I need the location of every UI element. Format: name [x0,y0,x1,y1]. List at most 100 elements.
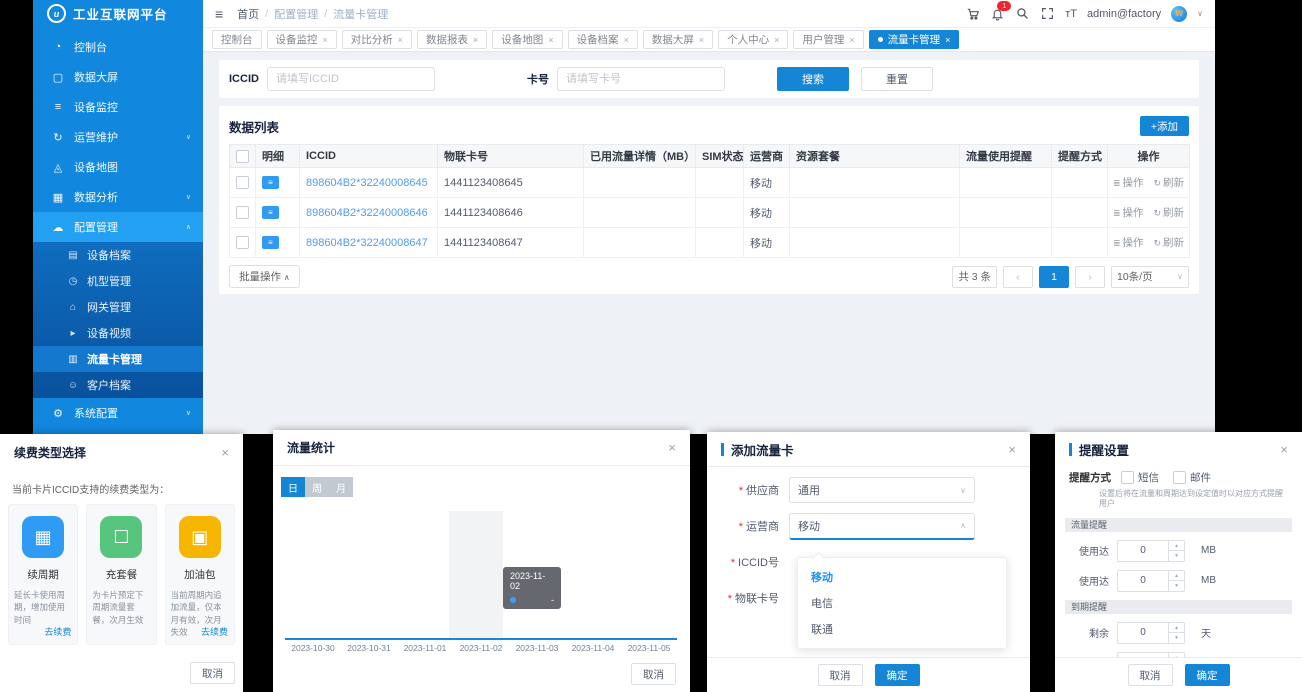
refresh-button[interactable]: ↻ 刷新 [1153,207,1185,219]
detail-card-icon[interactable]: ≡ [262,206,279,219]
iccid-link[interactable]: 898604B2*32240008647 [306,236,428,249]
next-page-button[interactable]: › [1075,265,1105,288]
detail-card-icon[interactable]: ≡ [262,176,279,189]
iccid-input[interactable] [266,67,435,91]
close-icon[interactable]: × [774,34,780,45]
dropdown-option-telecom[interactable]: 电信 [811,598,833,610]
period-month-button[interactable]: 月 [329,477,353,497]
bell-icon[interactable]: 1 [990,1,1012,21]
operate-button[interactable]: ≣ 操作 [1112,207,1144,219]
cart-icon[interactable] [965,6,980,21]
threshold-input[interactable] [1118,622,1168,643]
sidebar-item-customer-archive[interactable]: ☺ 客户档案 [33,372,203,398]
sidebar-item-data-analysis[interactable]: ▦ 数据分析 ∨ [33,182,203,212]
renewal-card-package[interactable]: ☐ 充套餐 为卡片预定下周期流量套餐，次月生效 [86,504,157,645]
sms-checkbox[interactable]: 短信 [1121,470,1159,485]
go-renew-link[interactable]: 去续费 [200,627,228,637]
renewal-card-booster[interactable]: ▣ 加油包 当前周期内追加流量，仅本月有效，次月失效 去续费 [164,504,235,645]
avatar[interactable]: W [1171,5,1188,22]
page-size-select[interactable]: 10条/页 ∨ [1111,265,1189,288]
email-checkbox[interactable]: 邮件 [1173,470,1211,485]
refresh-button[interactable]: ↻ 刷新 [1153,177,1185,189]
reset-button[interactable]: 重置 [860,67,933,91]
refresh-button[interactable]: ↻ 刷新 [1153,237,1185,249]
close-icon[interactable]: × [849,34,855,45]
tab-data-screen[interactable]: 数据大屏 × [642,30,714,49]
row-checkbox[interactable] [236,206,249,219]
period-week-button[interactable]: 周 [305,477,329,497]
add-button[interactable]: +添加 [1139,116,1189,136]
step-down-icon[interactable]: ▾ [1175,583,1178,590]
card-no-input[interactable] [556,67,725,91]
breadcrumb-level2[interactable]: 流量卡管理 [333,8,389,21]
threshold-input[interactable] [1118,540,1168,561]
cancel-button[interactable]: 取消 [817,664,863,686]
row-checkbox[interactable] [236,236,249,249]
dropdown-option-unicom[interactable]: 联通 [811,624,833,636]
close-icon[interactable]: × [473,34,479,45]
step-down-icon[interactable]: ▾ [1175,635,1178,642]
sidebar-item-device-monitor[interactable]: ≡ 设备监控 [33,92,203,122]
page-number[interactable]: 1 [1039,265,1069,288]
tab-compare-analysis[interactable]: 对比分析 × [341,30,413,49]
tab-device-archive[interactable]: 设备档案 × [567,30,638,49]
row-checkbox[interactable] [236,176,249,189]
close-icon[interactable]: × [397,34,404,45]
tab-device-monitor[interactable]: 设备监控 × [266,30,337,49]
supplier-select[interactable]: 通用 ∨ [789,477,975,503]
confirm-button[interactable]: 确定 [874,664,920,686]
close-icon[interactable]: × [698,34,705,45]
close-icon[interactable]: × [1008,441,1016,457]
step-up-icon[interactable]: ▴ [1169,571,1184,582]
close-icon[interactable]: × [623,34,629,45]
sidebar-item-device-archive[interactable]: ▤ 设备档案 [33,242,203,268]
tab-user-management[interactable]: 用户管理 × [793,30,864,49]
sidebar-item-operation-maintenance[interactable]: ↻ 运营维护 ∨ [33,122,203,152]
breadcrumb-home[interactable]: 首页 [237,8,260,21]
carrier-select[interactable]: 移动 ∧ [789,512,975,540]
sidebar-item-system-config[interactable]: ⚙ 系统配置 ∨ [33,398,203,428]
cancel-button[interactable]: 取消 [190,662,235,684]
cancel-button[interactable]: 取消 [631,663,676,685]
sidebar-item-device-map[interactable]: ◬ 设备地图 [33,152,203,182]
cancel-button[interactable]: 取消 [1127,664,1173,686]
step-up-icon[interactable]: ▴ [1169,541,1184,552]
tab-device-map[interactable]: 设备地图 × [492,30,563,49]
threshold-input[interactable] [1118,570,1168,591]
sidebar-item-data-screen[interactable]: ▢ 数据大屏 [33,62,203,92]
close-icon[interactable]: × [668,440,676,455]
renewal-card-cycle[interactable]: ▦ 续周期 延长卡使用周期，增加使用时间 去续费 [8,504,79,645]
sidebar-item-gateway-management[interactable]: ⌂ 网关管理 [33,294,203,320]
search-icon[interactable] [1015,6,1030,21]
select-all-checkbox[interactable] [236,149,249,163]
prev-page-button[interactable]: ‹ [1003,265,1033,288]
days-left-stepper[interactable]: ▴▾ [1117,621,1185,644]
sidebar-item-sim-card-management[interactable]: ▥ 流量卡管理 [33,346,203,372]
user-caret-down-icon[interactable]: ∨ [1197,9,1203,18]
sidebar-item-model-management[interactable]: ◷ 机型管理 [33,268,203,294]
close-icon[interactable]: × [1280,441,1288,457]
fullscreen-icon[interactable] [1040,6,1055,21]
sidebar-item-config-management[interactable]: ☁ 配置管理 ∧ [33,212,203,242]
search-button[interactable]: 搜索 [776,67,849,91]
breadcrumb-level1[interactable]: 配置管理 [274,8,319,21]
iccid-link[interactable]: 898604B2*32240008645 [306,176,428,189]
go-renew-link[interactable]: 去续费 [44,627,72,637]
close-icon[interactable]: × [945,34,951,45]
iccid-link[interactable]: 898604B2*32240008646 [306,206,428,219]
batch-operation-button[interactable]: 批量操作 ∧ [229,265,300,288]
operate-button[interactable]: ≣ 操作 [1112,237,1144,249]
close-icon[interactable]: × [548,34,554,45]
detail-card-icon[interactable]: ≡ [262,236,279,249]
tab-personal-center[interactable]: 个人中心 × [718,30,789,49]
font-size-icon[interactable]: тT [1065,7,1077,20]
confirm-button[interactable]: 确定 [1184,664,1230,686]
tab-sim-card-management[interactable]: 流量卡管理 × [868,30,960,49]
close-icon[interactable]: × [322,34,328,45]
dropdown-option-mobile[interactable]: 移动 [811,572,833,584]
step-down-icon[interactable]: ▾ [1175,553,1178,560]
hamburger-icon[interactable]: ≡ [215,5,224,22]
usage-threshold-stepper[interactable]: ▴▾ [1117,539,1185,562]
close-icon[interactable]: × [221,444,229,460]
tab-console[interactable]: 控制台 [212,30,262,49]
